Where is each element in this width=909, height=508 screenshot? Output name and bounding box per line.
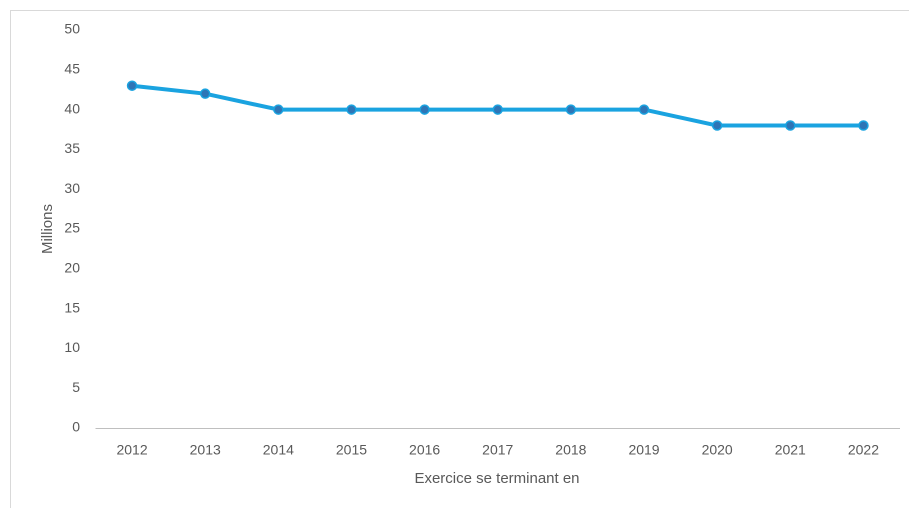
- data-point: [492, 104, 503, 115]
- x-tick-label: 2015: [336, 442, 367, 458]
- x-tick-label: 2016: [409, 442, 440, 458]
- y-tick-label: 20: [64, 260, 80, 276]
- data-point: [419, 104, 430, 115]
- data-point: [273, 104, 284, 115]
- y-tick-label: 10: [64, 339, 80, 355]
- data-point: [858, 120, 869, 131]
- y-tick-label: 35: [64, 140, 80, 156]
- data-point: [711, 120, 723, 131]
- x-tick-label: 2021: [775, 442, 806, 458]
- x-tick-label: 2018: [555, 442, 586, 458]
- data-point: [638, 104, 650, 115]
- y-tick-label: 45: [64, 61, 80, 77]
- x-axis-label: Exercice se terminant en: [414, 470, 579, 487]
- x-tick-label: 2020: [702, 442, 733, 458]
- chart-frame: [10, 10, 909, 508]
- y-tick-label: 5: [72, 379, 80, 395]
- data-point: [565, 104, 577, 115]
- y-tick-label: 0: [72, 419, 80, 435]
- y-axis-label: Millions: [39, 204, 56, 254]
- x-tick-label: 2014: [263, 442, 294, 458]
- data-point: [126, 80, 138, 91]
- data-point: [199, 88, 211, 99]
- x-tick-label: 2013: [190, 442, 221, 458]
- y-tick-label: 40: [64, 100, 80, 116]
- x-tick-label: 2012: [116, 442, 147, 458]
- x-tick-label: 2019: [628, 442, 659, 458]
- y-tick-label: 15: [64, 299, 80, 315]
- y-tick-label: 50: [64, 21, 80, 37]
- x-tick-label: 2017: [482, 442, 513, 458]
- y-tick-label: 25: [64, 220, 80, 236]
- data-point: [346, 104, 357, 115]
- data-point: [785, 120, 796, 131]
- x-tick-label: 2022: [848, 442, 879, 458]
- y-tick-label: 30: [64, 180, 80, 196]
